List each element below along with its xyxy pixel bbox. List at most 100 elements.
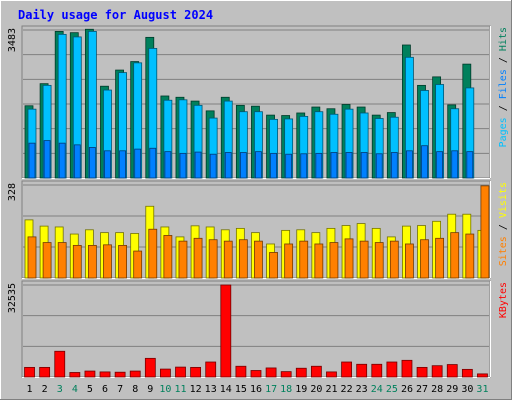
bar-pages-day-28: [436, 151, 444, 179]
panel-hits-files-pages: 3483 Pages / Files / Hits: [7, 25, 509, 179]
bar-kbytes-day-3: [54, 350, 66, 378]
bar-sites-day-10: [163, 235, 173, 279]
x-tick-label-day-17: 17: [265, 384, 277, 395]
x-tick-label-day-16: 16: [250, 384, 262, 395]
bar-kbytes-day-14: [220, 284, 232, 378]
x-tick-label-day-29: 29: [446, 384, 458, 395]
x-tick-label-day-8: 8: [132, 384, 138, 395]
legend-entry: Pages: [498, 117, 509, 147]
bar-pages-day-6: [104, 150, 111, 179]
bar-kbytes-day-15: [235, 365, 247, 378]
bar-pages-day-21: [330, 152, 338, 179]
bar-pages-day-7: [119, 150, 126, 179]
bar-kbytes-day-20: [310, 365, 322, 378]
legend-entry: KBytes: [498, 282, 509, 318]
x-tick-label-day-21: 21: [325, 384, 337, 395]
bar-pages-day-23: [360, 152, 368, 179]
bar-kbytes-day-4: [69, 372, 81, 378]
bar-pages-day-18: [285, 153, 293, 179]
bar-pages-day-26: [406, 150, 413, 179]
bar-pages-day-20: [315, 152, 323, 179]
legend-entry: /: [498, 218, 509, 236]
bar-sites-day-25: [389, 240, 399, 279]
legend-entry: Visits: [498, 182, 509, 218]
x-tick-label-day-5: 5: [87, 384, 93, 395]
x-tick-label-day-14: 14: [220, 384, 232, 395]
bar-sites-day-17: [269, 252, 278, 279]
panel-box-kbytes: [21, 280, 491, 378]
bar-sites-day-19: [299, 240, 309, 279]
bar-sites-day-22: [344, 238, 354, 279]
bar-sites-day-7: [118, 244, 127, 279]
x-tick-label-day-28: 28: [431, 384, 443, 395]
bar-pages-day-13: [209, 153, 217, 179]
bar-kbytes-day-23: [356, 363, 368, 378]
x-tick-label-day-30: 30: [461, 384, 473, 395]
bar-sites-day-21: [329, 242, 339, 279]
x-tick-label-day-3: 3: [57, 384, 63, 395]
bar-sites-day-27: [420, 239, 429, 279]
bar-kbytes-day-8: [129, 370, 141, 378]
bar-kbytes-day-24: [371, 363, 383, 378]
bar-pages-day-19: [300, 153, 308, 179]
bar-kbytes-day-13: [205, 361, 217, 378]
bar-pages-day-5: [88, 147, 96, 179]
bar-sites-day-1: [27, 236, 37, 279]
x-tick-label-day-24: 24: [371, 384, 383, 395]
bar-kbytes-day-6: [99, 371, 111, 378]
bar-pages-day-1: [28, 142, 36, 179]
bar-sites-day-26: [405, 243, 414, 279]
y-max-label-hits-files-pages: 3483: [7, 28, 18, 52]
bar-kbytes-day-27: [416, 366, 428, 378]
bar-sites-day-31: [480, 185, 490, 279]
bar-kbytes-day-16: [250, 370, 262, 378]
bar-kbytes-day-5: [84, 370, 96, 378]
bar-kbytes-day-10: [160, 368, 171, 378]
x-tick-label-day-11: 11: [174, 384, 186, 395]
bar-kbytes-day-25: [386, 361, 398, 378]
bar-pages-day-27: [421, 145, 428, 179]
bar-sites-day-6: [103, 244, 112, 279]
bar-kbytes-day-9: [144, 357, 156, 378]
bar-sites-day-5: [87, 244, 97, 279]
bar-pages-day-25: [390, 152, 398, 179]
bar-sites-day-2: [42, 242, 52, 279]
bar-sites-day-8: [133, 250, 143, 279]
bar-kbytes-day-12: [190, 366, 202, 378]
bar-pages-day-24: [375, 153, 383, 179]
bar-sites-day-11: [178, 240, 188, 279]
chart-panels: 3483 Pages / Files / Hits 328 Sites / Visit…: [7, 25, 509, 378]
bar-kbytes-day-1: [24, 366, 35, 378]
x-tick-label-day-22: 22: [341, 384, 353, 395]
bar-kbytes-day-29: [446, 364, 458, 378]
x-tick-label-day-19: 19: [295, 384, 307, 395]
bar-kbytes-day-11: [175, 366, 186, 378]
bar-kbytes-day-21: [326, 371, 337, 378]
x-tick-label-day-7: 7: [117, 384, 123, 395]
bar-sites-day-9: [148, 228, 158, 279]
bar-pages-day-2: [43, 140, 51, 179]
x-tick-label-day-26: 26: [401, 384, 413, 395]
panel-kbytes: 32535 KBytes: [7, 280, 509, 378]
y-max-label-kbytes: 32535: [7, 283, 18, 313]
bar-sites-day-30: [465, 233, 475, 279]
bar-sites-day-18: [284, 243, 294, 279]
bar-kbytes-day-18: [280, 371, 292, 378]
x-tick-label-day-13: 13: [205, 384, 217, 395]
x-tick-label-day-25: 25: [386, 384, 398, 395]
bar-pages-day-14: [224, 152, 232, 179]
legend-entry: Files: [498, 69, 509, 99]
x-tick-label-day-23: 23: [356, 384, 368, 395]
bar-pages-day-4: [73, 144, 81, 179]
legend-entry: Hits: [498, 27, 509, 51]
x-tick-label-day-18: 18: [280, 384, 292, 395]
x-tick-label-day-27: 27: [416, 384, 428, 395]
bar-pages-day-17: [270, 152, 277, 179]
bar-sites-day-28: [435, 237, 445, 279]
x-tick-label-day-15: 15: [235, 384, 247, 395]
bar-pages-day-11: [179, 152, 187, 179]
x-axis-day-labels: 1 2 3 4 5 6 7 8 9 10 11 12 13 14 15 16 17 18 19 20 21 22 23 24 2…: [27, 384, 489, 395]
legend-visits-sites: Sites / Visits: [498, 182, 509, 266]
bar-kbytes-day-7: [114, 371, 126, 378]
